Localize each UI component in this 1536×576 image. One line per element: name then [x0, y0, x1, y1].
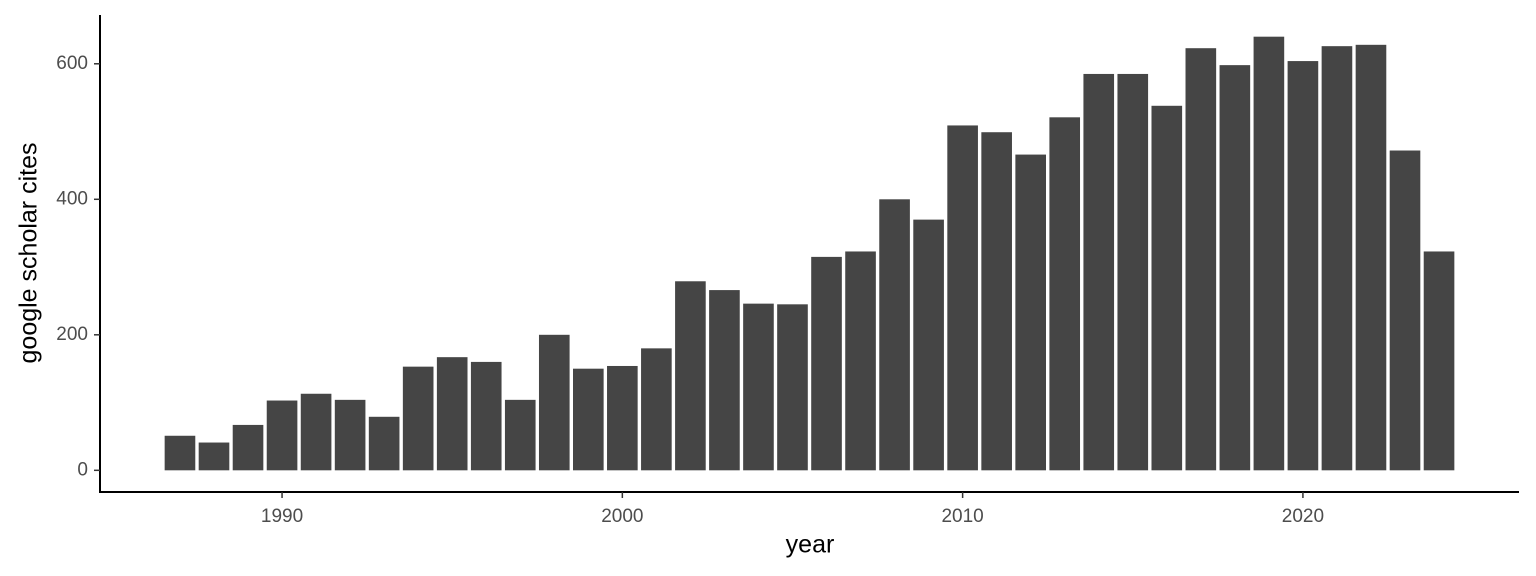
bar — [1423, 251, 1455, 471]
y-tick-label: 0 — [77, 459, 88, 480]
bar — [198, 442, 230, 471]
bar — [402, 366, 434, 471]
bar — [1355, 44, 1387, 471]
bar — [504, 399, 536, 471]
y-tick-label: 600 — [56, 53, 88, 74]
bar — [1083, 73, 1115, 471]
bar — [1253, 36, 1285, 471]
bar — [266, 400, 298, 471]
bar — [470, 361, 502, 471]
bar — [743, 303, 774, 471]
bar — [709, 290, 740, 471]
bar — [607, 365, 638, 471]
bar — [675, 281, 706, 471]
bar — [879, 199, 910, 471]
y-tick-label: 400 — [56, 188, 88, 209]
bar — [573, 368, 604, 471]
x-tick-label: 2000 — [601, 506, 643, 527]
bar — [1185, 48, 1217, 471]
bar — [981, 132, 1012, 471]
bar — [1117, 73, 1149, 471]
x-tick-label: 2020 — [1282, 506, 1324, 527]
bar — [1015, 154, 1046, 471]
bar — [538, 334, 570, 471]
bar — [1389, 150, 1421, 471]
bar — [777, 304, 808, 471]
y-tick-label: 200 — [56, 324, 88, 345]
y-axis-title: google scholar cites — [15, 143, 43, 364]
bar — [913, 219, 944, 471]
x-axis-title: year — [786, 531, 835, 559]
bar — [300, 393, 332, 471]
bar — [1287, 61, 1319, 471]
x-tick-label: 2010 — [941, 506, 983, 527]
bar — [436, 357, 468, 471]
bar — [947, 125, 978, 471]
bar — [368, 416, 400, 471]
bar — [1219, 65, 1251, 471]
x-tick-label: 1990 — [261, 506, 303, 527]
bar — [641, 348, 672, 471]
bar — [334, 399, 366, 471]
bar — [1049, 117, 1081, 471]
bar — [845, 251, 876, 471]
bar — [1151, 105, 1183, 471]
bar — [164, 435, 196, 471]
bar — [232, 424, 264, 471]
bar — [811, 256, 842, 471]
bar — [1321, 46, 1353, 471]
